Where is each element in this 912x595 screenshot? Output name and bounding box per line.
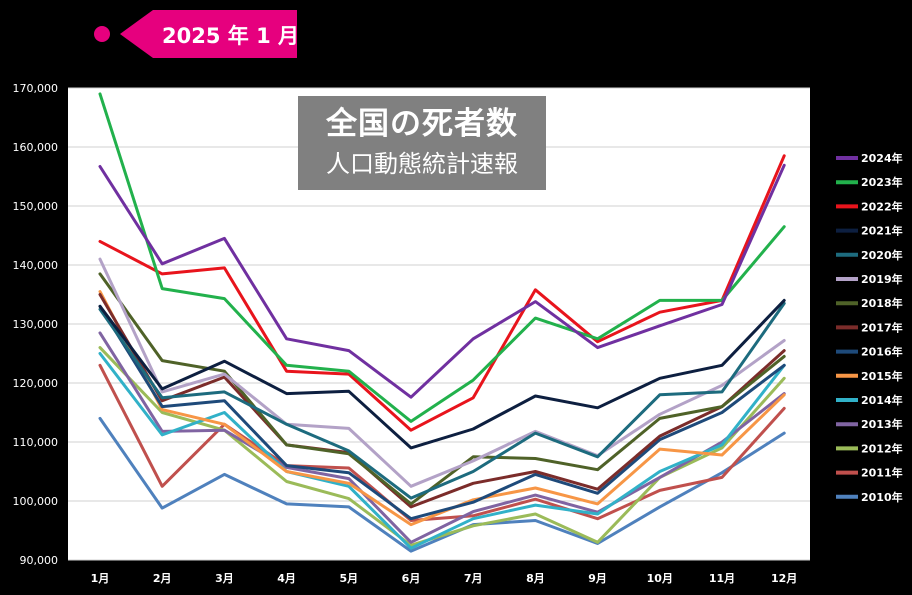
- legend-label: 2021年: [861, 224, 903, 238]
- x-tick-label: 2月: [153, 572, 172, 585]
- x-tick-label: 7月: [464, 572, 483, 585]
- series-line: [98, 272, 786, 506]
- x-tick-label: 11月: [709, 572, 735, 585]
- legend-label: 2010年: [861, 490, 903, 504]
- series-line: [98, 363, 786, 522]
- badge-arrow-shape: [120, 10, 297, 58]
- y-tick-label: 110,000: [13, 436, 59, 449]
- chart-subtitle: 人口動態統計速報: [326, 150, 518, 178]
- legend-label: 2015年: [861, 369, 903, 383]
- x-tick-label: 9月: [588, 572, 607, 585]
- legend-label: 2024年: [861, 151, 903, 165]
- series-line: [98, 290, 786, 527]
- legend-label: 2023年: [861, 175, 903, 189]
- x-tick-label: 6月: [402, 572, 421, 585]
- series-line: [98, 163, 786, 399]
- x-tick-label: 10月: [647, 572, 673, 585]
- series-line: [98, 416, 786, 553]
- series-line: [98, 298, 786, 450]
- legend-label: 2022年: [861, 199, 903, 213]
- legend-label: 2011年: [861, 466, 903, 480]
- legend-label: 2012年: [861, 441, 903, 455]
- series-line: [98, 293, 786, 509]
- x-tick-label: 12月: [771, 572, 797, 585]
- x-tick-label: 8月: [526, 572, 545, 585]
- y-tick-label: 140,000: [13, 259, 59, 272]
- legend-label: 2016年: [861, 345, 903, 359]
- series-line: [98, 92, 786, 423]
- y-tick-label: 170,000: [13, 82, 59, 95]
- legend-label: 2013年: [861, 417, 903, 431]
- legend-label: 2020年: [861, 248, 903, 262]
- series-line: [98, 331, 786, 544]
- y-tick-label: 160,000: [13, 141, 59, 154]
- badge-label: 2025 年 1 月: [162, 24, 299, 48]
- x-tick-label: 3月: [215, 572, 234, 585]
- y-tick-label: 150,000: [13, 200, 59, 213]
- x-tick-label: 5月: [339, 572, 358, 585]
- badge-dot: [94, 26, 110, 42]
- series-line: [98, 301, 786, 500]
- legend-label: 2018年: [861, 296, 903, 310]
- series-line: [98, 352, 786, 550]
- legend-label: 2017年: [861, 320, 903, 334]
- y-tick-label: 100,000: [13, 495, 59, 508]
- legend-label: 2014年: [861, 393, 903, 407]
- series-line: [98, 154, 786, 432]
- series-line: [98, 304, 786, 521]
- chart-title-box: 全国の死者数 人口動態統計速報: [298, 96, 546, 190]
- y-tick-label: 120,000: [13, 377, 59, 390]
- series-line: [98, 257, 786, 488]
- y-tick-label: 90,000: [20, 554, 59, 567]
- chart-title: 全国の死者数: [326, 106, 518, 142]
- x-tick-label: 1月: [91, 572, 110, 585]
- legend-label: 2019年: [861, 272, 903, 286]
- y-tick-label: 130,000: [13, 318, 59, 331]
- date-badge: 2025 年 1 月: [94, 10, 299, 58]
- x-tick-label: 4月: [277, 572, 296, 585]
